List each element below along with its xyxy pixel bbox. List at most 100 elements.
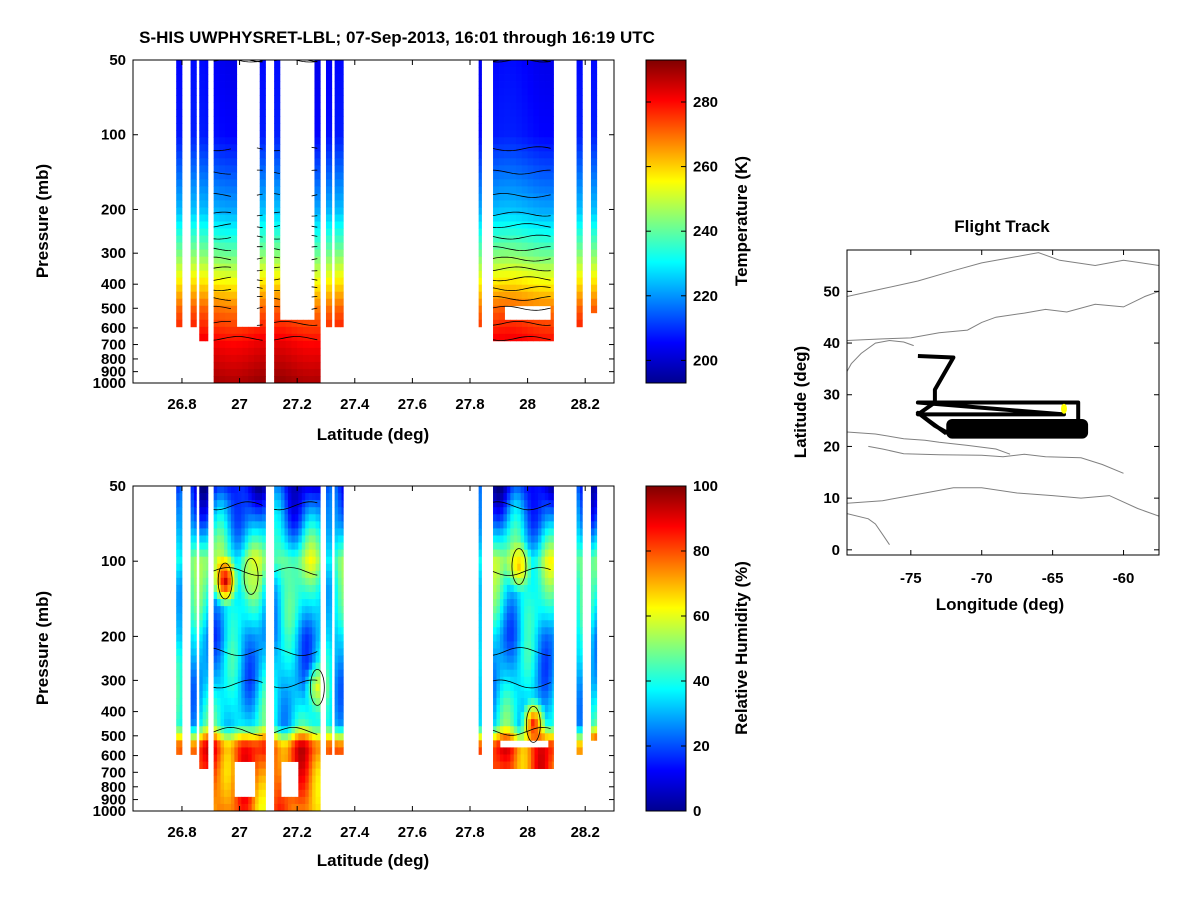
- heatmap-cell: [544, 109, 552, 117]
- heatmap-cell: [517, 719, 522, 727]
- heatmap-cell: [340, 158, 344, 166]
- heatmap-cell: [315, 705, 320, 713]
- heatmap-cell: [294, 556, 299, 565]
- heatmap-cell: [334, 641, 339, 649]
- heatmap-cell: [274, 648, 278, 656]
- heatmap-cell: [576, 500, 581, 508]
- heatmap-cell: [340, 235, 344, 243]
- heatmap-cell: [308, 375, 315, 383]
- heatmap-cell: [314, 67, 321, 75]
- heatmap-cell: [284, 620, 289, 628]
- heatmap-cell: [594, 507, 598, 515]
- heatmap-cell: [230, 242, 238, 250]
- heatmap-cell: [527, 733, 532, 741]
- heatmap-cell: [194, 620, 197, 628]
- heatmap-cell: [230, 326, 238, 335]
- heatmap-cell: [576, 697, 581, 706]
- heatmap-cell: [506, 556, 511, 565]
- heatmap-cell: [513, 606, 518, 614]
- heatmap-cell: [206, 606, 209, 614]
- heatmap-cell: [341, 535, 344, 543]
- heatmap-cell: [319, 796, 321, 805]
- heatmap-cell: [498, 102, 505, 110]
- heatmap-cell: [314, 88, 321, 96]
- heatmap-cell: [308, 669, 313, 678]
- heatmap-cell: [517, 648, 522, 656]
- heatmap-cell: [281, 606, 285, 614]
- heatmap-cell: [274, 123, 281, 131]
- heatmap-cell: [259, 81, 266, 89]
- contour-line: [213, 567, 263, 576]
- y-tick-label: 400: [101, 276, 126, 293]
- heatmap-cell: [217, 620, 221, 628]
- heatmap-cell: [319, 634, 321, 642]
- heatmap-cell: [319, 542, 321, 550]
- heatmap-cell: [294, 705, 299, 713]
- heatmap-cell: [334, 123, 341, 131]
- heatmap-cell: [498, 312, 505, 321]
- heatmap-cell: [190, 719, 195, 727]
- heatmap-cell: [219, 172, 226, 180]
- heatmap-cell: [176, 277, 183, 286]
- heatmap-cell: [308, 620, 313, 628]
- heatmap-cell: [325, 109, 333, 117]
- heatmap-cell: [301, 740, 306, 748]
- heatmap-cell: [230, 556, 235, 565]
- contour-line: [274, 266, 280, 269]
- heatmap-cell: [274, 207, 281, 215]
- heatmap-cell: [493, 655, 497, 664]
- heatmap-cell: [205, 284, 209, 293]
- humidity-plot-frame: [132, 485, 615, 812]
- heatmap-cell: [499, 641, 504, 649]
- heatmap-cell: [277, 775, 282, 784]
- heatmap-cell: [340, 207, 344, 215]
- heatmap-cell: [334, 514, 339, 522]
- heatmap-cell: [329, 634, 333, 642]
- heatmap-cell: [248, 634, 253, 642]
- heatmap-cell: [176, 521, 181, 529]
- heatmap-cell: [478, 549, 482, 558]
- heatmap-cell: [230, 733, 235, 741]
- heatmap-cell: [510, 613, 515, 621]
- heatmap-cell: [504, 95, 511, 103]
- heatmap-cell: [503, 556, 508, 565]
- heatmap-cell: [319, 726, 321, 734]
- heatmap-cell: [284, 521, 289, 529]
- heatmap-cell: [590, 514, 595, 522]
- heatmap-cell: [244, 563, 249, 572]
- heatmap-cell: [305, 789, 310, 798]
- heatmap-cell: [227, 803, 232, 811]
- heatmap-cell: [334, 270, 341, 279]
- heatmap-cell: [220, 655, 225, 664]
- heatmap-cell: [340, 88, 344, 96]
- heatmap-cell: [506, 641, 511, 649]
- heatmap-cell: [225, 74, 232, 82]
- heatmap-cell: [258, 690, 263, 699]
- heatmap-cell: [537, 514, 542, 522]
- heatmap-cell: [517, 697, 522, 706]
- heatmap-cell: [499, 507, 504, 515]
- heatmap-cell: [202, 620, 207, 628]
- heatmap-cell: [533, 263, 540, 272]
- heatmap-cell: [503, 747, 508, 755]
- heatmap-cell: [506, 514, 511, 522]
- heatmap-cell: [291, 500, 296, 508]
- heatmap-cell: [539, 60, 546, 68]
- heatmap-cell: [230, 712, 235, 720]
- heatmap-cell: [305, 641, 310, 649]
- heatmap-cell: [496, 655, 501, 664]
- heatmap-cell: [251, 493, 256, 501]
- heatmap-cell: [539, 165, 546, 173]
- heatmap-cell: [325, 712, 330, 720]
- heatmap-cell: [576, 200, 583, 208]
- heatmap-cell: [590, 88, 598, 96]
- heatmap-cell: [551, 662, 554, 671]
- heatmap-cell: [176, 740, 181, 748]
- heatmap-cell: [478, 493, 482, 501]
- heatmap-cell: [510, 705, 515, 713]
- heatmap-cell: [541, 514, 546, 522]
- heatmap-cell: [281, 690, 285, 699]
- heatmap-cell: [244, 705, 249, 713]
- heatmap-cell: [230, 747, 235, 755]
- heatmap-cell: [493, 193, 500, 201]
